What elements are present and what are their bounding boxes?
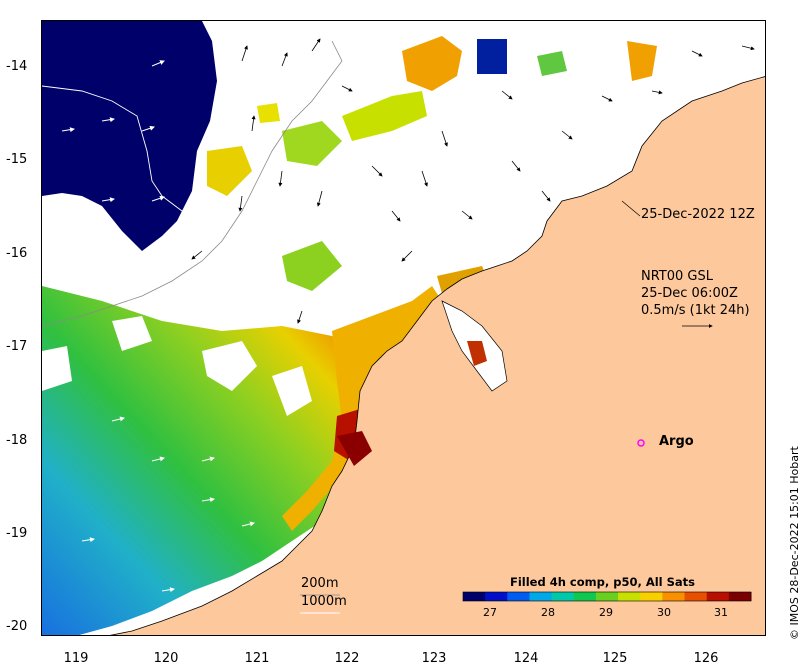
inlet-warm [467, 341, 487, 366]
map-frame[interactable] [41, 20, 766, 636]
colorbar-tick: 29 [599, 606, 613, 619]
colorbar-tick: 27 [483, 606, 497, 619]
cold-water-patch [42, 21, 217, 251]
current-vectors-white [61, 60, 255, 593]
colorbar-segment [618, 592, 641, 601]
colorbar-title: Filled 4h comp, p50, All Sats [510, 575, 695, 589]
x-tick-label: 120 [153, 651, 179, 666]
cloud-gaps [42, 316, 312, 416]
colorbar-segment [640, 592, 663, 601]
x-tick-label: 124 [513, 651, 539, 666]
y-tick-label: -20 [6, 619, 28, 634]
colorbar-segment [684, 592, 708, 601]
y-tick-label: -19 [6, 526, 28, 541]
argo-label: Argo [659, 434, 694, 449]
x-tick-label: 119 [63, 651, 89, 666]
date-leader-line [621, 200, 641, 217]
current-vectors [191, 38, 755, 328]
y-tick-label: -16 [6, 246, 28, 261]
colorbar-segment [485, 592, 508, 601]
colorbar-tick: 30 [657, 606, 671, 619]
argo-marker[interactable] [637, 439, 645, 447]
colorbar-segment [529, 592, 553, 601]
copyright-label: © IMOS 28-Dec-2022 15:01 Hobart [788, 446, 801, 640]
colorbar-segment [507, 592, 530, 601]
current-product-label: NRT00 GSL [641, 269, 713, 284]
x-tick-label: 122 [334, 651, 360, 666]
colorbar-segment [662, 592, 686, 601]
y-tick-label: -17 [6, 339, 28, 354]
current-scale-label: 0.5m/s (1kt 24h) [641, 303, 750, 318]
x-tick-label: 126 [693, 651, 719, 666]
isobath-200m-label: 200m [301, 576, 339, 591]
x-tick-label: 125 [602, 651, 628, 666]
isobath-1000m [42, 85, 193, 222]
colorbar-segment [463, 592, 486, 601]
colorbar-tick: 28 [541, 606, 555, 619]
date-label: 25-Dec-2022 12Z [641, 207, 755, 222]
colorbar-border [462, 591, 752, 602]
colorbar [462, 591, 752, 602]
colorbar-segment [595, 592, 619, 601]
colorbar-tick: 31 [714, 606, 728, 619]
colorbar-segment [551, 592, 575, 601]
colorbar-segment [706, 592, 730, 601]
scattered-sst-blobs [207, 36, 657, 321]
colorbar-segment [573, 592, 597, 601]
land [109, 76, 765, 635]
isobath-1000m-label: 1000m [301, 594, 347, 609]
x-tick-label: 123 [421, 651, 447, 666]
broome-hot [337, 431, 372, 466]
y-tick-label: -15 [6, 152, 28, 167]
colorbar-segment [728, 592, 752, 601]
cold-patch-top [477, 39, 507, 74]
x-tick-label: 121 [244, 651, 270, 666]
current-time-label: 25-Dec 06:00Z [641, 286, 738, 301]
y-tick-label: -14 [6, 59, 28, 74]
y-tick-label: -18 [6, 433, 28, 448]
sst-map [42, 21, 765, 635]
